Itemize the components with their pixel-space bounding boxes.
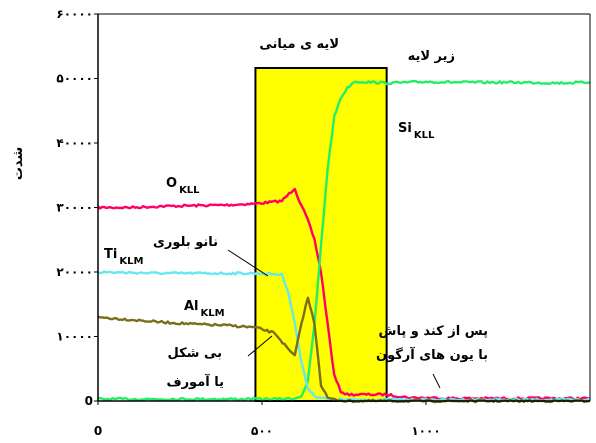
annotation-main: Si <box>398 121 412 136</box>
annotation-subscript: KLM <box>119 256 143 267</box>
annotation-substrate: زیر لایه <box>408 49 455 64</box>
annotation-pointer <box>247 335 273 357</box>
annotation-subscript: KLL <box>179 185 200 196</box>
x-tick-label: 0 <box>94 424 102 438</box>
annotation-Al-label: Al KLM <box>184 299 225 319</box>
annotation-subscript: KLL <box>414 130 435 141</box>
y-tick-label: 0 <box>85 394 93 408</box>
annotation-nano-crystalline: نانو بلوری <box>153 235 218 250</box>
annotation-argon-line2: با یون های آرگون <box>376 346 488 363</box>
annotation-amorphous-line1: بی شکل <box>167 346 222 361</box>
annotation-amorphous-line2: یا آمورف <box>166 373 224 390</box>
y-tick-label: ۵۰۰۰۰ <box>56 72 93 86</box>
y-tick-label: ۲۰۰۰۰ <box>56 265 93 279</box>
annotation-argon-line1: پس از کند و پاش <box>379 324 488 339</box>
y-tick-label: ۳۰۰۰۰ <box>56 201 93 215</box>
x-tick-label: ۱۰۰۰ <box>411 424 440 438</box>
series-line-Si <box>97 79 591 402</box>
annotation-Si-label: Si KLL <box>398 121 435 141</box>
y-tick-label: ۶۰۰۰۰ <box>56 7 93 21</box>
y-tick-label: ۴۰۰۰۰ <box>56 136 93 150</box>
annotation-subscript: KLM <box>201 308 225 319</box>
ticks-group: 0 ۱۰۰۰۰ ۲۰۰۰۰ ۳۰۰۰۰ ۴۰۰۰۰ ۵۰۰۰۰ ۶۰۰۰۰ 0 ۵۰۰ ۱۰۰۰ ش… <box>11 7 441 438</box>
annotation-O-label: O KLL <box>166 176 200 196</box>
annotation-interlayer: لایه ی میانی <box>259 37 339 52</box>
y-tick-label: ۱۰۰۰۰ <box>56 330 93 344</box>
annotation-main: Al <box>184 299 199 314</box>
annotation-main: Ti <box>104 247 117 262</box>
annotation-pointer <box>227 249 269 277</box>
x-tick-label: ۵۰۰ <box>251 424 273 438</box>
annotation-Ti-label: Ti KLM <box>104 247 143 267</box>
annotation-pointer <box>432 373 441 389</box>
annotation-main: O <box>166 176 177 191</box>
y-axis-label: شدت <box>11 147 26 180</box>
